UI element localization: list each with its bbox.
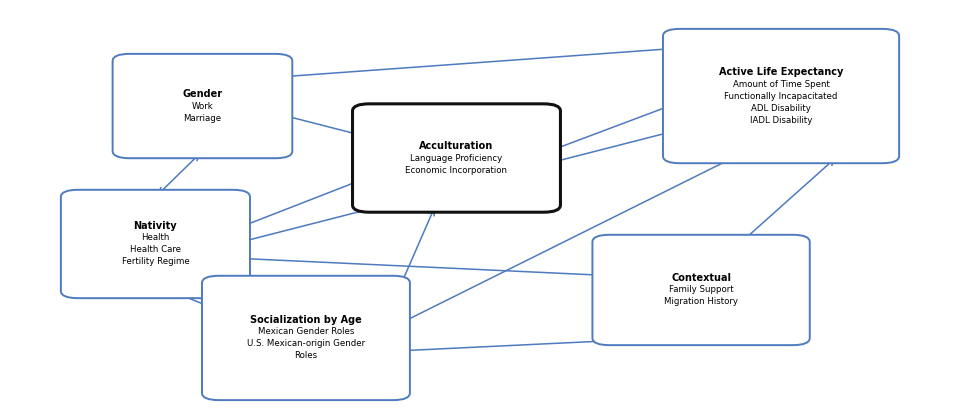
Text: Fertility Regime: Fertility Regime bbox=[122, 257, 189, 266]
Text: Nativity: Nativity bbox=[133, 221, 178, 231]
Text: Contextual: Contextual bbox=[671, 273, 732, 283]
Text: Amount of Time Spent: Amount of Time Spent bbox=[732, 80, 829, 89]
Text: Migration History: Migration History bbox=[664, 297, 738, 306]
FancyBboxPatch shape bbox=[202, 276, 410, 400]
FancyBboxPatch shape bbox=[60, 190, 250, 298]
FancyBboxPatch shape bbox=[112, 54, 292, 158]
Text: Roles: Roles bbox=[295, 351, 318, 360]
Text: ADL Disability: ADL Disability bbox=[751, 104, 811, 113]
Text: Family Support: Family Support bbox=[669, 286, 733, 295]
FancyBboxPatch shape bbox=[663, 29, 900, 163]
Text: Gender: Gender bbox=[182, 89, 223, 99]
Text: Functionally Incapacitated: Functionally Incapacitated bbox=[725, 91, 838, 100]
Text: Work: Work bbox=[192, 102, 213, 111]
Text: Economic Incorporation: Economic Incorporation bbox=[405, 166, 508, 175]
Text: Language Proficiency: Language Proficiency bbox=[410, 153, 503, 162]
Text: IADL Disability: IADL Disability bbox=[750, 115, 812, 124]
Text: Acculturation: Acculturation bbox=[420, 141, 493, 151]
Text: Socialization by Age: Socialization by Age bbox=[250, 315, 362, 325]
FancyBboxPatch shape bbox=[352, 104, 561, 212]
Text: Active Life Expectancy: Active Life Expectancy bbox=[719, 67, 843, 77]
FancyBboxPatch shape bbox=[592, 235, 809, 345]
Text: Health: Health bbox=[141, 233, 170, 242]
Text: U.S. Mexican-origin Gender: U.S. Mexican-origin Gender bbox=[247, 339, 365, 348]
Text: Marriage: Marriage bbox=[183, 113, 222, 122]
Text: Health Care: Health Care bbox=[130, 246, 180, 255]
Text: Mexican Gender Roles: Mexican Gender Roles bbox=[258, 328, 354, 337]
